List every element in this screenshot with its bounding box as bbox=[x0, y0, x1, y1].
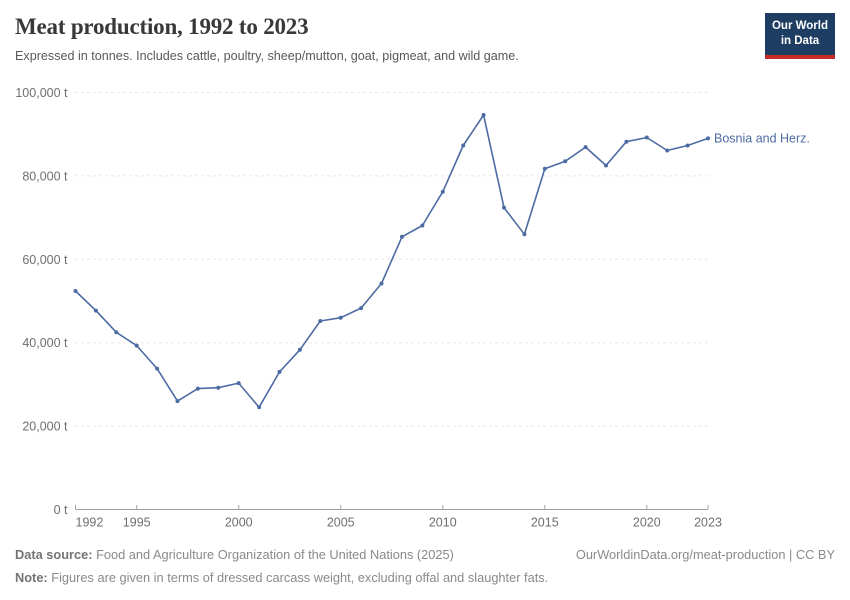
data-point-2023[interactable] bbox=[706, 136, 710, 141]
data-source-label: Data source: bbox=[15, 547, 93, 562]
data-point-2016[interactable] bbox=[563, 159, 568, 164]
owid-logo-line1: Our World bbox=[771, 20, 828, 32]
data-point-2020[interactable] bbox=[644, 135, 649, 140]
data-point-2009[interactable] bbox=[420, 223, 425, 228]
data-point-1994[interactable] bbox=[114, 330, 119, 335]
y-tick-label: 60,000 t bbox=[22, 253, 68, 267]
data-point-2021[interactable] bbox=[665, 148, 670, 153]
data-point-2012[interactable] bbox=[481, 113, 486, 117]
data-point-2003[interactable] bbox=[297, 347, 302, 352]
data-point-1997[interactable] bbox=[175, 399, 180, 404]
data-source-text: Food and Agriculture Organization of the… bbox=[92, 547, 454, 562]
owid-logo-line2: in Data bbox=[780, 34, 820, 47]
data-source-line: Data source: Food and Agriculture Organi… bbox=[15, 547, 454, 562]
page-title: Meat production, 1992 to 2023 bbox=[15, 14, 309, 39]
data-point-2006[interactable] bbox=[359, 306, 364, 311]
data-point-1993[interactable] bbox=[93, 308, 98, 313]
x-tick-label: 2000 bbox=[225, 516, 253, 530]
data-point-1996[interactable] bbox=[155, 366, 160, 371]
chart-footer: Data source: Food and Agriculture Organi… bbox=[15, 547, 835, 585]
y-tick-label: 100,000 t bbox=[15, 86, 68, 100]
x-tick-label: 1995 bbox=[123, 516, 151, 530]
line-chart: 0 t 20,000 t 40,000 t 60,000 t 80,000 t 100,0… bbox=[15, 86, 810, 530]
data-point-2000[interactable] bbox=[236, 381, 241, 386]
x-tick-label: 2005 bbox=[327, 516, 355, 530]
note-text: Figures are given in terms of dressed ca… bbox=[47, 570, 549, 585]
y-tick-label: 20,000 t bbox=[22, 420, 68, 434]
chart-subtitle: Expressed in tonnes. Includes cattle, po… bbox=[15, 49, 519, 63]
data-point-2014[interactable] bbox=[522, 232, 527, 237]
data-point-2022[interactable] bbox=[685, 143, 690, 148]
data-point-1998[interactable] bbox=[195, 386, 200, 391]
data-point-2013[interactable] bbox=[502, 205, 506, 210]
x-tick-label: 2023 bbox=[694, 516, 722, 530]
y-tick-label: 0 t bbox=[54, 503, 68, 517]
note-line: Note: Figures are given in terms of dres… bbox=[15, 570, 835, 585]
series-line[interactable] bbox=[74, 114, 709, 409]
data-point-2015[interactable] bbox=[542, 166, 547, 171]
data-point-2008[interactable] bbox=[400, 234, 404, 239]
data-point-1992[interactable] bbox=[73, 289, 78, 293]
data-point-2017[interactable] bbox=[583, 145, 588, 150]
y-tick-label: 80,000 t bbox=[22, 169, 68, 183]
x-tick-label: 2010 bbox=[429, 516, 457, 530]
data-point-1999[interactable] bbox=[216, 385, 221, 390]
data-point-2018[interactable] bbox=[604, 163, 608, 168]
owid-logo[interactable]: Our World in Data bbox=[765, 13, 835, 59]
data-point-2007[interactable] bbox=[379, 281, 384, 286]
x-tick-label: 2015 bbox=[531, 516, 559, 530]
data-point-2010[interactable] bbox=[440, 189, 445, 194]
data-point-1995[interactable] bbox=[134, 343, 139, 348]
data-point-2002[interactable] bbox=[277, 369, 282, 374]
x-tick-label: 1992 bbox=[76, 516, 104, 530]
chart-header: Meat production, 1992 to 2023 Expressed … bbox=[15, 14, 750, 63]
data-point-2011[interactable] bbox=[461, 143, 466, 148]
data-point-2004[interactable] bbox=[318, 319, 323, 323]
note-label: Note: bbox=[15, 570, 48, 585]
credit-link[interactable]: OurWorldinData.org/meat-production | CC … bbox=[575, 547, 835, 562]
x-tick-label: 2020 bbox=[633, 516, 661, 530]
data-point-2001[interactable] bbox=[257, 405, 262, 410]
data-point-2019[interactable] bbox=[624, 139, 629, 144]
series-label[interactable]: Bosnia and Herz. bbox=[714, 131, 810, 145]
y-tick-label: 40,000 t bbox=[22, 336, 68, 350]
data-point-2005[interactable] bbox=[338, 315, 343, 320]
